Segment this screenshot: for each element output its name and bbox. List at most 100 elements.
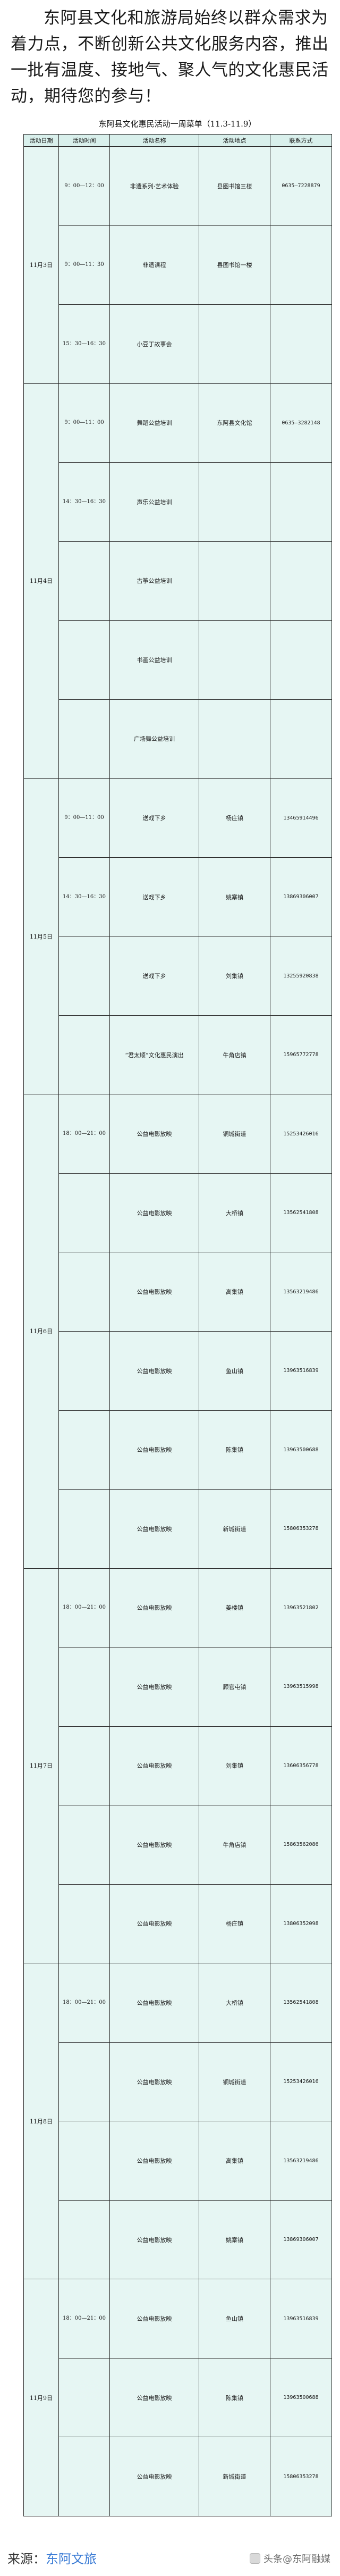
activity-name: 公益电影放映: [109, 1094, 199, 1174]
activity-location: 杨庄镇: [199, 1884, 270, 1964]
activity-time: [58, 1726, 110, 1806]
table-row: 14：30—16：30 声乐公益培训: [24, 462, 332, 542]
table-row: 11月9日 18：00—21：00 公益电影放映 鱼山镇 13963516839: [23, 2279, 332, 2516]
table-row: 书画公益培训: [24, 620, 332, 700]
contact-phone: 13606356778: [270, 1726, 332, 1806]
activity-location: 牛角店镇: [199, 1015, 270, 1095]
contact-phone: [270, 304, 332, 384]
header-name: 活动名称: [109, 134, 199, 147]
footer: 来源：东阿文旅 头条@东阿融媒: [0, 2527, 340, 2576]
activity-date: 11月8日: [23, 1963, 59, 2280]
activity-name: 非遗系列·艺术体验: [109, 146, 199, 226]
table-row: 15：30—16：30 小豆丁故事会: [24, 304, 332, 384]
contact-phone: [270, 462, 332, 542]
schedule-document: 东阿县文化惠民活动一周菜单（11.3-11.9） 活动日期 活动时间 活动名称 …: [23, 116, 332, 2520]
activity-name: 公益电影放映: [109, 1489, 199, 1569]
contact-phone: 15253426016: [270, 2042, 332, 2122]
activity-name: 公益电影放映: [109, 1173, 199, 1253]
activity-location: [199, 699, 270, 779]
activity-time: [58, 1805, 110, 1885]
activity-time: [58, 1489, 110, 1569]
intro-section: 东阿县文化和旅游局始终以群众需求为着力点，不断创新公共文化服务内容，推出一批有温…: [0, 0, 340, 109]
contact-phone: 13563219486: [270, 2121, 332, 2201]
header-location: 活动地点: [199, 134, 270, 147]
activity-time: [58, 2357, 110, 2438]
activity-date: 11月6日: [23, 1094, 59, 1569]
contact-phone: [270, 699, 332, 779]
activity-location: 牛角店镇: [199, 1805, 270, 1885]
contact-phone: 13963521802: [270, 1568, 332, 1648]
activity-name: 公益电影放映: [109, 1252, 199, 1332]
activity-time: [58, 1410, 110, 1490]
activity-name: 公益电影放映: [109, 1805, 199, 1885]
table-row: 11月4日 9：00—11：00 舞蹈公益培训 东阿县文化馆 0635—3282148: [23, 383, 332, 779]
activity-location: 新城街道: [199, 2437, 270, 2516]
contact-phone: 13963516839: [270, 2279, 332, 2358]
activity-location: 鱼山镇: [199, 2279, 270, 2358]
activity-location: [199, 304, 270, 384]
activity-time: [58, 1647, 110, 1727]
schedule-body: 11月3日 9：00—12：00 非遗系列·艺术体验 县图书馆三楼 0635—72288…: [23, 146, 332, 2516]
activity-location: 县图书馆三楼: [199, 146, 270, 226]
contact-phone: 0635—3282148: [270, 383, 332, 463]
table-header-row: 活动日期 活动时间 活动名称 活动地点 联系方式: [23, 134, 332, 147]
activity-time: 15：30—16：30: [58, 304, 110, 384]
activity-time: [58, 1173, 110, 1253]
contact-phone: [270, 541, 332, 621]
contact-phone: 15806353278: [270, 2437, 332, 2516]
activity-time: [58, 1884, 110, 1964]
table-row: 公益电影放映 杨庄镇 13806352098: [24, 1884, 332, 1964]
contact-phone: 0635—7228879: [270, 146, 332, 226]
activity-time: 18：00—21：00: [58, 1963, 110, 2043]
activity-name: 公益电影放映: [109, 1647, 199, 1727]
contact-phone: 13963500688: [270, 2357, 332, 2438]
activity-location: 顾官屯镇: [199, 1647, 270, 1727]
activity-date: 11月7日: [23, 1568, 59, 1964]
activity-time: 18：00—21：00: [58, 2279, 110, 2358]
contact-phone: [270, 620, 332, 700]
table-row: 公益电影放映 新城街道 15806353278: [24, 1489, 332, 1569]
contact-phone: 15253426016: [270, 1094, 332, 1174]
activity-name: 广场舞公益培训: [109, 699, 199, 779]
activity-time: [58, 1015, 110, 1095]
contact-phone: 13465914496: [270, 778, 332, 858]
contact-phone: [270, 225, 332, 305]
activity-date: 11月3日: [23, 146, 59, 384]
activity-location: 铜城街道: [199, 1094, 270, 1174]
activity-time: [58, 2042, 110, 2122]
watermark-logo-icon: [250, 2553, 260, 2564]
activity-location: 杨庄镇: [199, 778, 270, 858]
activity-location: 陈集镇: [199, 2357, 270, 2438]
table-row: 公益电影放映 顾官屯镇 13963515998: [24, 1647, 332, 1727]
contact-phone: 13562541808: [270, 1963, 332, 2043]
table-row: 公益电影放映 鱼山镇 13963516839: [24, 1331, 332, 1411]
table-row: 11月5日 9：00—11：00 送戏下乡 杨庄镇 13465914496: [23, 778, 332, 1095]
activity-time: 9：00—11：00: [58, 778, 110, 858]
source-label: 来源：: [7, 2552, 46, 2566]
table-row: 11月6日 18：00—21：00 公益电影放映 铜城街道 15253426016: [23, 1094, 332, 1569]
contact-phone: 13869306007: [270, 2199, 332, 2280]
activity-time: 18：00—21：00: [58, 1094, 110, 1174]
activity-time: 9：00—11：00: [58, 383, 110, 463]
table-row: 广场舞公益培训: [24, 699, 332, 779]
table-row: 公益电影放映 刘集镇 13606356778: [24, 1726, 332, 1806]
header-date: 活动日期: [23, 134, 59, 147]
table-row: 公益电影放映 姚寨镇 13869306007: [24, 2199, 332, 2280]
activity-name: 声乐公益培训: [109, 462, 199, 542]
document-title: 东阿县文化惠民活动一周菜单（11.3-11.9）: [98, 119, 257, 129]
table-row: 公益电影放映 陈集镇 13963500688: [24, 2357, 332, 2438]
activity-time: [58, 1252, 110, 1332]
activity-time: [58, 1331, 110, 1411]
activity-name: 公益电影放映: [109, 1726, 199, 1806]
table-row: 11月3日 9：00—12：00 非遗系列·艺术体验 县图书馆三楼 0635—72288…: [23, 146, 332, 384]
contact-phone: 13963515998: [270, 1647, 332, 1727]
activity-time: [58, 699, 110, 779]
activity-name: 公益电影放映: [109, 2357, 199, 2438]
activity-name: 公益电影放映: [109, 1568, 199, 1648]
activity-time: 9：00—11：30: [58, 225, 110, 305]
activity-name: “君太顺”文化惠民演出: [109, 1015, 199, 1095]
contact-phone: 13562541808: [270, 1173, 332, 1253]
source-link[interactable]: 东阿文旅: [46, 2552, 97, 2566]
table-row: 11月8日 18：00—21：00 公益电影放映 大桥镇 13562541808: [23, 1963, 332, 2280]
contact-phone: 15806353278: [270, 1489, 332, 1569]
